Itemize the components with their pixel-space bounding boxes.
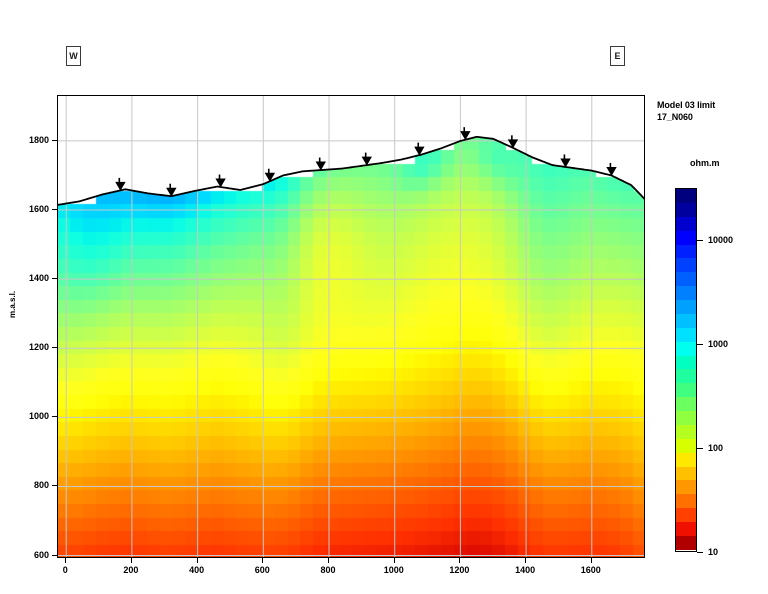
colorbar-band [676, 258, 696, 273]
resistivity-model-raster [58, 96, 644, 557]
x-axis-tick-mark [130, 558, 132, 563]
x-axis-tick-label: 400 [189, 565, 205, 575]
y-axis-tick-label: 800 [33, 480, 49, 491]
colorbar-band [676, 438, 696, 453]
x-axis-tick-mark [65, 558, 67, 563]
electrode-marker [264, 168, 276, 182]
colorbar-tick-mark [697, 448, 703, 449]
colorbar-band [676, 230, 696, 245]
figure-title: Model 03 limit 17_N060 [657, 99, 765, 123]
colorbar-tick-mark [697, 240, 703, 241]
colorbar-band [676, 341, 696, 356]
colorbar-band [676, 272, 696, 287]
orientation-label-west: W [66, 46, 81, 66]
topography-and-electrodes [58, 127, 644, 206]
x-axis-tick-mark [393, 558, 395, 563]
y-axis-tick-mark [52, 209, 57, 211]
y-axis-tick-mark [52, 485, 57, 487]
colorbar-band [676, 286, 696, 300]
colorbar-band [676, 355, 696, 370]
colorbar-tick-label: 1000 [708, 339, 729, 349]
y-axis-tick-label: 1600 [28, 204, 49, 215]
x-axis-tick-label: 800 [320, 565, 336, 575]
x-axis-tick-label: 600 [254, 565, 270, 575]
title-line-1: Model 03 limit [657, 100, 716, 110]
x-axis-tick-mark [262, 558, 264, 563]
colorbar-band [676, 244, 696, 259]
x-axis-tick-mark [459, 558, 461, 563]
colorbar-band [676, 313, 696, 328]
colorbar-band [676, 300, 696, 314]
x-axis-tick-label: 1200 [449, 565, 470, 575]
x-axis-tick-label: 0 [62, 565, 68, 575]
y-axis-tick-mark [52, 416, 57, 418]
y-axis-label: m.a.s.l. [8, 290, 17, 318]
colorbar-band [676, 522, 696, 536]
orientation-label-east: E [610, 46, 625, 66]
colorbar-band [676, 202, 696, 217]
colorbar-band [676, 189, 696, 203]
grid-lines [58, 96, 644, 557]
x-axis-tick-label: 200 [123, 565, 139, 575]
colorbar [675, 188, 697, 552]
x-axis-tick-label: 1600 [580, 565, 601, 575]
colorbar-band [676, 327, 696, 342]
electrode-marker [115, 177, 126, 191]
y-axis-tick-mark [52, 139, 57, 141]
colorbar-band [676, 508, 696, 522]
y-axis-tick-mark [52, 347, 57, 349]
colorbar-tick-mark [697, 552, 703, 553]
electrode-marker [414, 142, 425, 156]
electrode-marker [166, 183, 177, 197]
colorbar-band [676, 480, 696, 495]
electrode-marker [361, 152, 372, 166]
x-axis-tick-mark [525, 558, 527, 563]
colorbar-band [676, 383, 696, 398]
colorbar-band [676, 397, 696, 411]
x-axis-tick-label: 1000 [383, 565, 404, 575]
electrode-marker [315, 157, 326, 171]
topography-line [58, 135, 644, 206]
y-axis-tick-mark [52, 278, 57, 280]
electrode-marker [606, 162, 617, 176]
colorbar-unit-label: ohm.m [690, 158, 720, 168]
colorbar-tick-label: 10 [708, 547, 719, 557]
y-axis-tick-label: 1800 [28, 134, 49, 145]
colorbar-band [676, 494, 696, 509]
x-axis-tick-label: 1400 [515, 565, 536, 575]
title-line-2: 17_N060 [657, 112, 693, 122]
y-axis-tick-label: 600 [33, 549, 49, 560]
colorbar-tick-mark [697, 344, 703, 345]
x-axis-tick-mark [328, 558, 329, 563]
x-axis-tick-mark [590, 558, 592, 563]
y-axis-tick-label: 1200 [28, 342, 49, 353]
electrode-marker [560, 154, 571, 168]
colorbar-band [676, 535, 696, 550]
plot-area [57, 95, 645, 558]
colorbar-band [676, 216, 696, 231]
y-axis-tick-label: 1400 [28, 273, 49, 284]
colorbar-band [676, 466, 696, 481]
colorbar-band [676, 369, 696, 384]
y-axis-tick-mark [52, 554, 57, 556]
colorbar-tick-label: 100 [708, 443, 724, 453]
electrode-marker [215, 174, 226, 188]
colorbar-tick-label: 10000 [708, 235, 734, 245]
x-axis-tick-mark [196, 558, 198, 563]
electrode-marker [507, 135, 519, 149]
y-axis-tick-label: 1000 [28, 411, 49, 422]
colorbar-band [676, 424, 696, 439]
electrode-marker [460, 127, 471, 141]
colorbar-band [676, 452, 696, 467]
colorbar-band [676, 411, 696, 425]
